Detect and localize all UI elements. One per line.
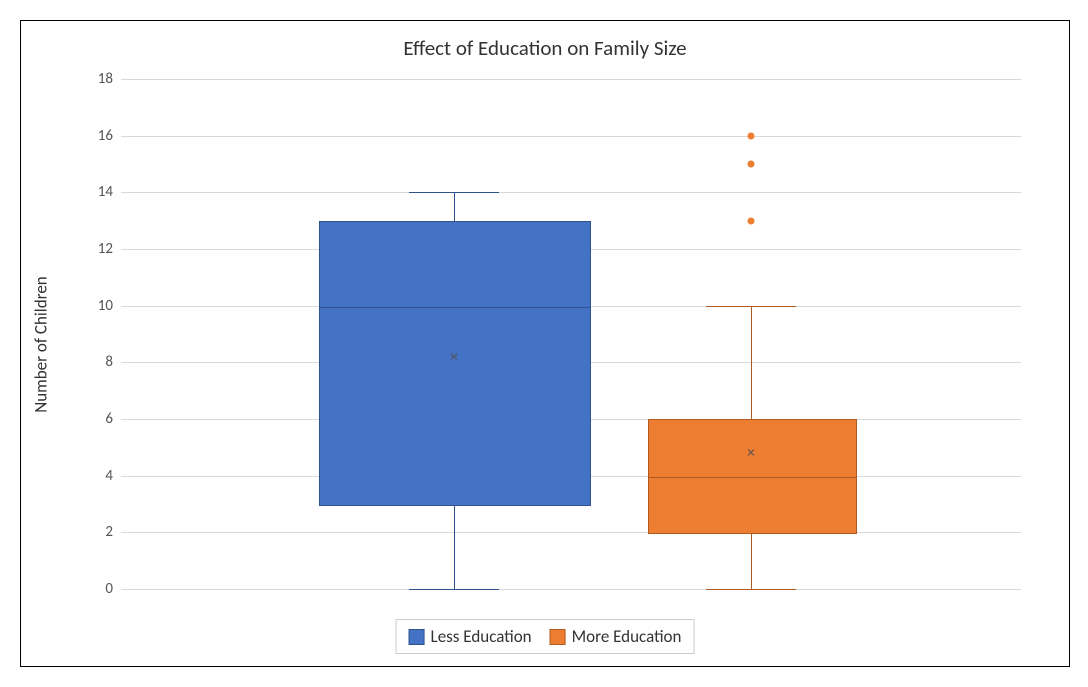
legend-label: More Education <box>572 626 682 647</box>
legend-swatch <box>409 629 425 645</box>
gridline <box>121 136 1021 137</box>
median-line <box>320 307 590 308</box>
whisker-low-line <box>454 504 455 589</box>
median-line <box>649 477 856 478</box>
gridline <box>121 192 1021 193</box>
y-tick-label: 14 <box>98 183 113 201</box>
whisker-low-cap <box>706 589 796 590</box>
whisker-low-line <box>751 532 752 589</box>
gridline <box>121 532 1021 533</box>
y-tick-label: 6 <box>105 410 113 428</box>
y-tick-label: 8 <box>105 353 113 371</box>
y-tick-label: 10 <box>98 297 113 315</box>
legend-label: Less Education <box>431 626 532 647</box>
whisker-low-cap <box>409 589 499 590</box>
legend-item: More Education <box>550 626 682 647</box>
y-tick-label: 18 <box>98 70 113 88</box>
whisker-high-cap <box>706 306 796 307</box>
y-tick-label: 12 <box>98 240 113 258</box>
legend: Less Education More Education <box>396 619 695 654</box>
mean-mark-icon: × <box>747 445 756 462</box>
outlier-point <box>748 132 755 139</box>
legend-swatch <box>550 629 566 645</box>
whisker-high-line <box>454 192 455 220</box>
y-tick-label: 0 <box>105 580 113 598</box>
chart-title: Effect of Education on Family Size <box>21 21 1069 61</box>
y-axis-label: Number of Children <box>31 276 52 412</box>
whisker-high-line <box>751 306 752 419</box>
legend-item: Less Education <box>409 626 532 647</box>
outlier-point <box>748 161 755 168</box>
y-tick-label: 2 <box>105 523 113 541</box>
gridline <box>121 589 1021 590</box>
chart-container: Effect of Education on Family Size Numbe… <box>20 20 1070 667</box>
y-tick-label: 4 <box>105 467 113 485</box>
gridline <box>121 79 1021 80</box>
whisker-high-cap <box>409 192 499 193</box>
y-tick-label: 16 <box>98 127 113 145</box>
plot-area: ×× <box>121 79 1021 589</box>
y-axis: 024681012141618 <box>81 79 121 589</box>
mean-mark-icon: × <box>450 348 459 365</box>
box <box>648 419 857 534</box>
outlier-point <box>748 217 755 224</box>
